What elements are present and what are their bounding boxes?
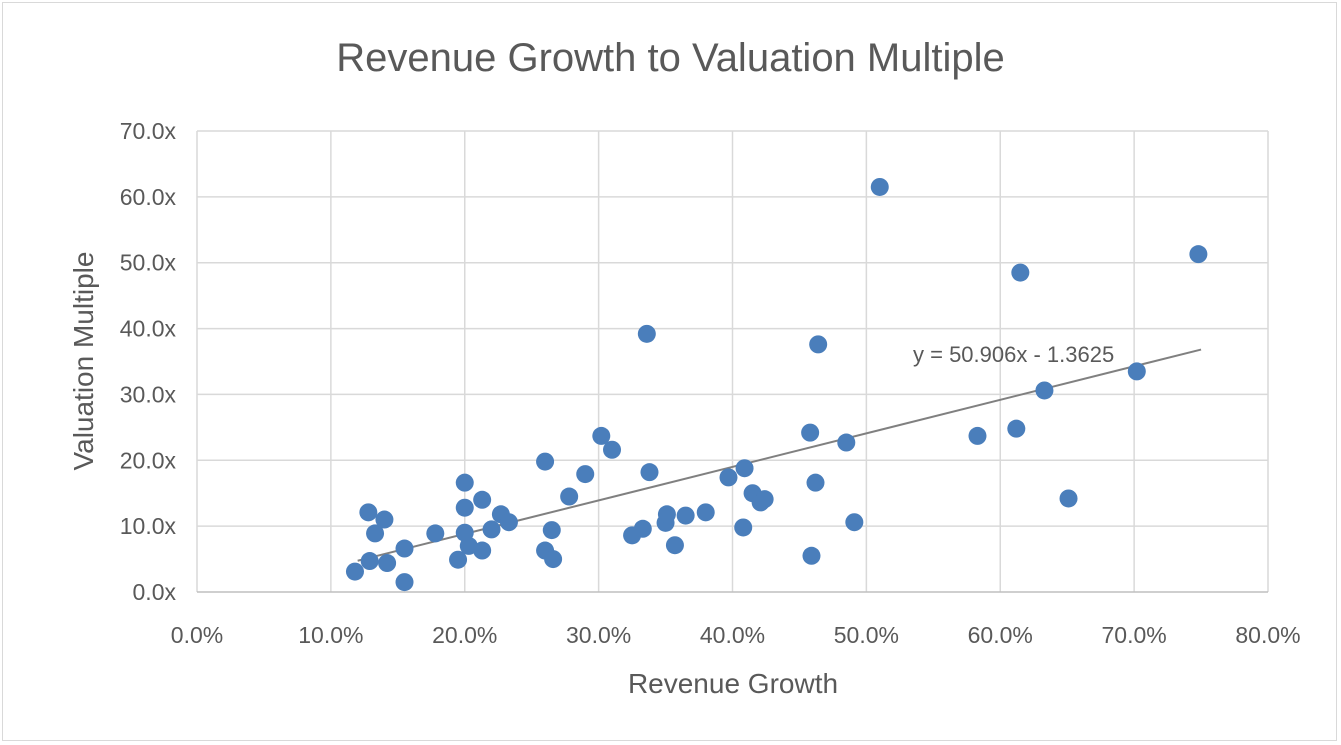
y-tick-label: 60.0x [120,184,177,210]
data-point [499,513,518,532]
x-axis-title: Revenue Growth [627,668,839,699]
data-point [395,539,414,558]
data-point [657,505,676,524]
x-tick-label: 80.0% [1235,622,1300,648]
data-point [366,524,385,543]
data-point [544,550,563,569]
data-point [870,177,889,196]
data-point [801,423,820,442]
y-tick-label: 0.0x [133,579,177,605]
data-point [426,524,445,543]
chart-title: Revenue Growth to Valuation Multiple [336,36,1005,80]
data-point [1059,489,1078,508]
data-point [845,513,864,532]
x-tick-label: 30.0% [566,622,631,648]
y-tick-label: 10.0x [120,513,177,539]
data-point [473,490,492,509]
x-tick-label: 10.0% [298,622,363,648]
data-point [1035,381,1054,400]
data-point [968,426,987,445]
data-point [360,552,379,571]
data-point [345,562,364,581]
data-point [473,541,492,560]
data-point [395,573,414,592]
x-tick-label: 40.0% [700,622,765,648]
gridlines [197,130,1269,592]
data-point [482,520,501,539]
x-tick-label: 60.0% [968,622,1033,648]
data-point [719,468,738,487]
data-point [1189,245,1208,264]
data-point [455,498,474,517]
y-tick-labels: 0.0x 10.0x 20.0x 30.0x 40.0x 50.0x 60.0x 70.0x [120,118,177,605]
trendline-equation: y = 50.906x - 1.3625 [913,342,1114,367]
data-point [735,459,754,478]
data-point [755,490,774,509]
data-point [378,554,397,573]
data-point [676,506,695,525]
y-tick-label: 20.0x [120,447,177,473]
data-point [802,546,821,565]
data-point [1011,263,1030,282]
data-point [633,519,652,538]
data-point [375,510,394,529]
data-point [359,503,378,522]
data-point [576,465,595,484]
data-point [696,503,715,522]
data-point [806,473,825,492]
data-points [345,177,1208,592]
x-tick-label: 50.0% [834,622,899,648]
data-point [542,521,561,540]
data-point [1127,362,1146,381]
x-tick-labels: 0.0% 10.0% 20.0% 30.0% 40.0% 50.0% 60.0% 70.0% 8… [171,622,1301,648]
data-point [640,463,659,482]
data-point [1007,419,1026,438]
data-point [455,473,474,492]
data-point [449,550,468,569]
data-point [665,536,684,555]
x-tick-label: 20.0% [432,622,497,648]
data-point [536,452,555,471]
y-tick-label: 40.0x [120,316,177,342]
data-point [809,335,828,354]
y-tick-label: 50.0x [120,250,177,276]
data-point [734,518,753,537]
axes [196,131,1268,593]
data-point [637,324,656,343]
data-point [592,426,611,445]
data-point [560,487,579,506]
y-tick-label: 30.0x [120,381,177,407]
y-tick-label: 70.0x [120,118,177,144]
data-point [603,440,622,459]
x-tick-label: 70.0% [1102,622,1167,648]
data-point [837,433,856,452]
x-tick-label: 0.0% [171,622,223,648]
